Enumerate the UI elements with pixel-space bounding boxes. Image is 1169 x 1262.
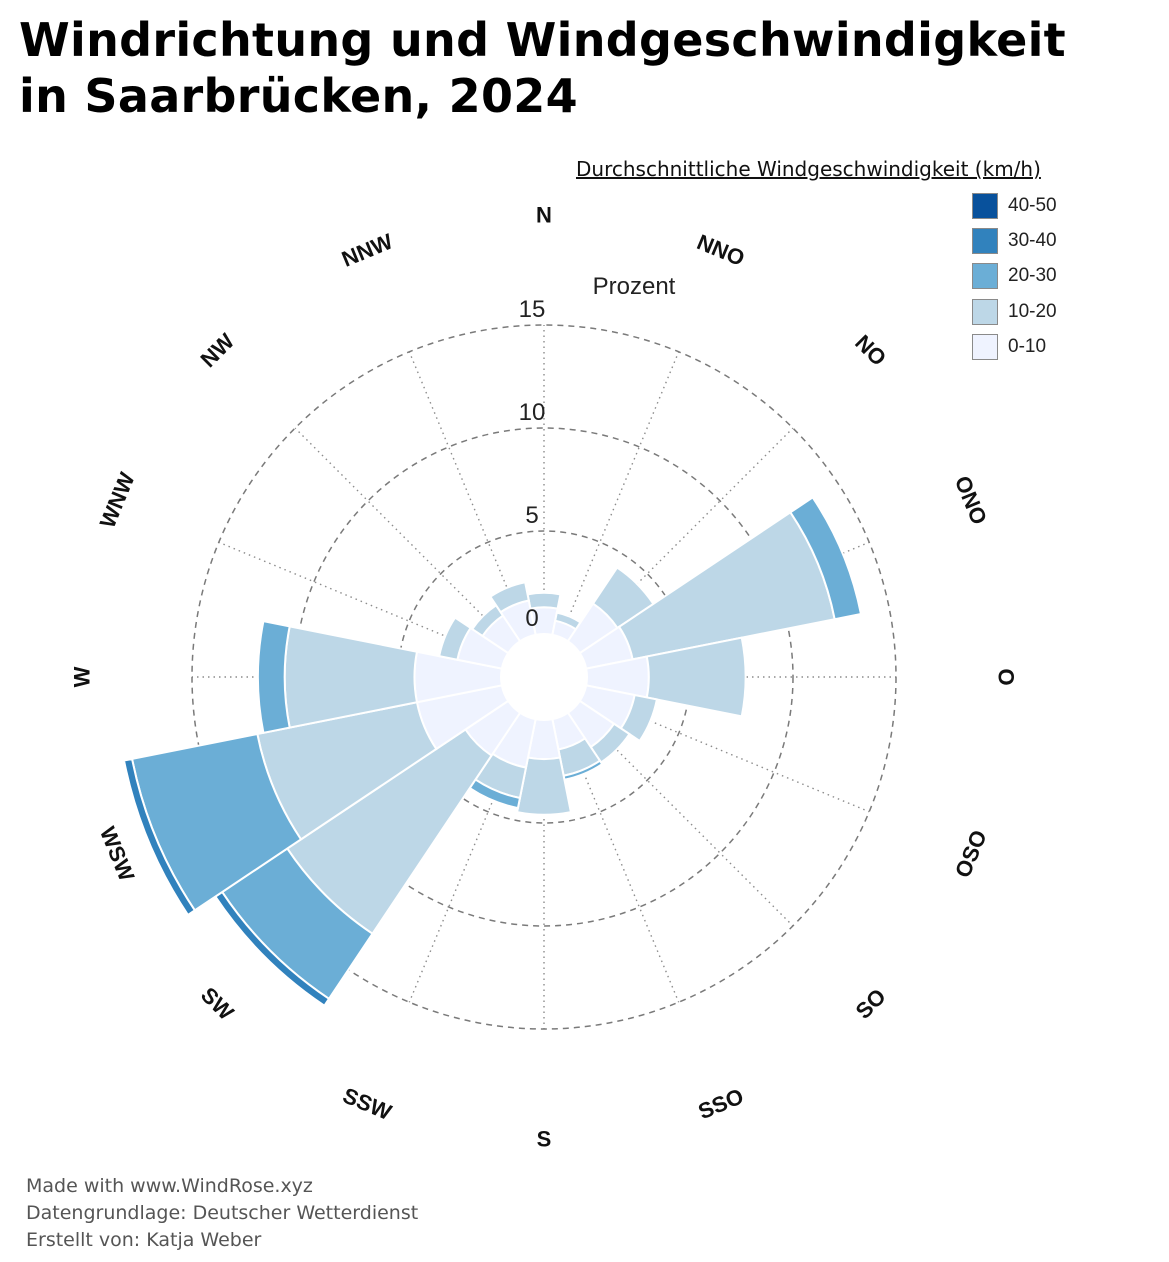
wind-bar-segment bbox=[617, 510, 836, 661]
chart-title: Windrichtung und Windgeschwindigkeit in … bbox=[19, 12, 1139, 124]
spoke-line bbox=[294, 427, 515, 648]
direction-label: SO bbox=[851, 984, 891, 1024]
footer-made-with: Made with www.WindRose.xyz bbox=[26, 1175, 313, 1197]
wind-bar-segment bbox=[256, 620, 291, 734]
chart-title-line-2: in Saarbrücken, 2024 bbox=[19, 69, 578, 123]
spoke-line bbox=[573, 427, 794, 648]
radial-tick-labels: 0 5 10 15 bbox=[519, 296, 546, 632]
direction-label: O bbox=[994, 668, 1019, 685]
legend-item: 30-40 bbox=[972, 223, 1132, 258]
direction-label: NNW bbox=[338, 228, 396, 271]
direction-labels: N NNO NO ONO O OSO SO SSO S SSW SW WSW W WNW NW NNW bbox=[70, 203, 1019, 1152]
legend: Durchschnittliche Windgeschwindigkeit (k… bbox=[576, 157, 1136, 360]
wind-bar-segment bbox=[438, 616, 472, 661]
legend-item: 10-20 bbox=[972, 294, 1132, 329]
legend-label: 10-20 bbox=[1008, 300, 1057, 322]
direction-label: OSO bbox=[950, 826, 992, 881]
wind-bar-segment bbox=[789, 496, 863, 621]
direction-label: NW bbox=[196, 328, 240, 372]
legend-item: 40-50 bbox=[972, 188, 1132, 223]
spoke-line bbox=[573, 706, 794, 927]
legend-swatch bbox=[972, 192, 998, 219]
wind-bar-segment bbox=[122, 757, 197, 917]
direction-label: SW bbox=[196, 982, 239, 1025]
direction-label: SSO bbox=[695, 1083, 747, 1124]
legend-swatch bbox=[972, 227, 998, 254]
legend-swatch bbox=[972, 333, 998, 360]
radial-tick-label: 15 bbox=[519, 296, 546, 323]
spoke-line bbox=[559, 716, 680, 1003]
spoke-line bbox=[408, 351, 529, 638]
wind-bar-segment bbox=[645, 636, 747, 718]
legend-label: 20-30 bbox=[1008, 265, 1057, 287]
legend-swatch bbox=[972, 298, 998, 325]
spoke-line bbox=[559, 351, 680, 638]
wind-bar-segment bbox=[526, 591, 562, 610]
direction-label: NNO bbox=[693, 229, 748, 271]
legend-label: 0-10 bbox=[1008, 335, 1047, 357]
radial-tick-label: 0 bbox=[525, 605, 538, 632]
legend-label: 40-50 bbox=[1008, 194, 1057, 216]
legend-label: 30-40 bbox=[1008, 229, 1057, 251]
wind-bars bbox=[122, 496, 863, 1008]
legend-items: 40-50 30-40 20-30 10-20 0-10 bbox=[972, 188, 1132, 364]
legend-swatch bbox=[972, 263, 998, 290]
footer-data-source: Datengrundlage: Deutscher Wetterdienst bbox=[26, 1202, 419, 1224]
direction-label: S bbox=[537, 1127, 552, 1152]
footer-author: Erstellt von: Katja Weber bbox=[26, 1229, 262, 1251]
legend-item: 0-10 bbox=[972, 329, 1132, 364]
direction-label: W bbox=[70, 666, 95, 687]
spoke-line bbox=[583, 692, 870, 813]
direction-label: N bbox=[536, 203, 552, 228]
direction-label: WNW bbox=[95, 469, 140, 532]
legend-item: 20-30 bbox=[972, 259, 1132, 294]
chart-title-line-1: Windrichtung und Windgeschwindigkeit bbox=[19, 13, 1066, 67]
spoke-line bbox=[408, 716, 529, 1003]
direction-label: SSW bbox=[339, 1083, 395, 1125]
wind-bar-segment bbox=[619, 693, 659, 743]
legend-title: Durchschnittliche Windgeschwindigkeit (k… bbox=[576, 157, 1041, 181]
radial-tick-label: 10 bbox=[519, 399, 546, 426]
radial-axis-title: Prozent bbox=[593, 273, 676, 300]
direction-label: NO bbox=[850, 330, 891, 371]
radial-tick-label: 5 bbox=[525, 502, 538, 529]
wind-bar-segment bbox=[488, 581, 530, 614]
direction-label: ONO bbox=[950, 472, 992, 528]
spoke-line bbox=[218, 541, 505, 662]
grid-ring bbox=[191, 324, 897, 1030]
footer: Made with www.WindRose.xyz Datengrundlag… bbox=[26, 1173, 726, 1254]
direction-label: WSW bbox=[95, 823, 140, 885]
